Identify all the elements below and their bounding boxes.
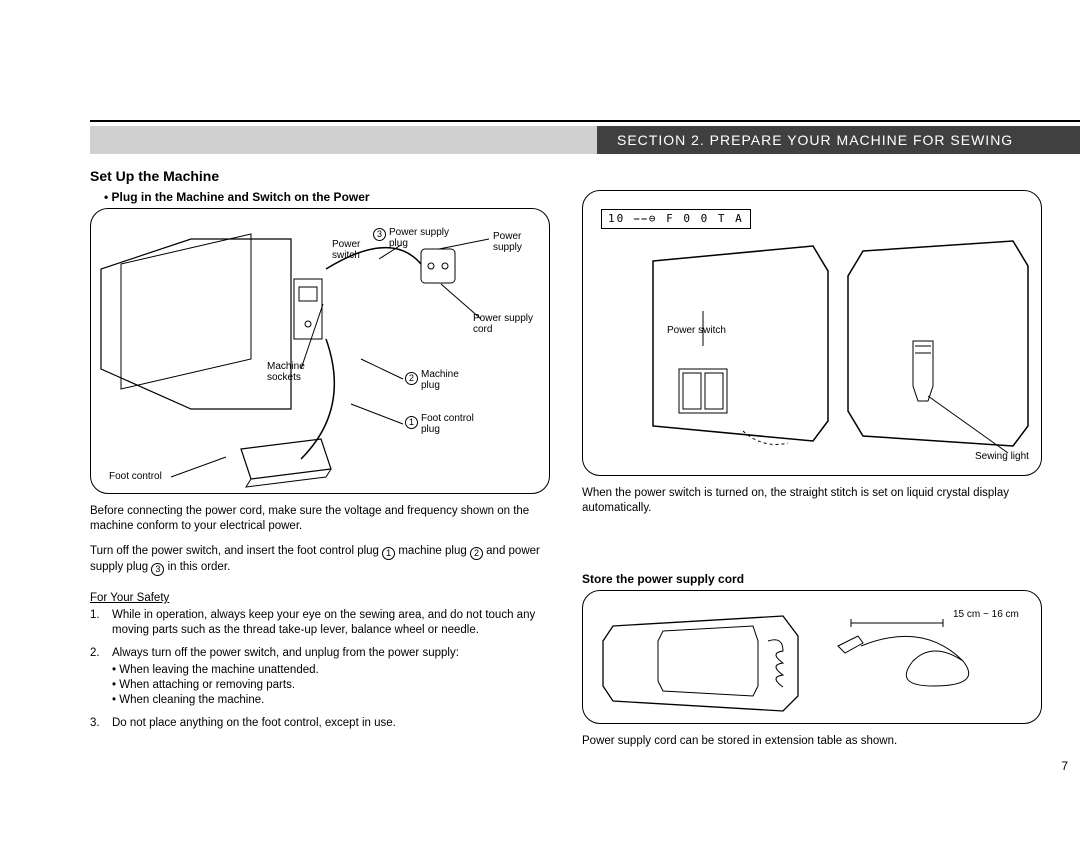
- illus1-svg: [91, 209, 550, 494]
- label-ps-cord: Power supply cord: [473, 313, 533, 335]
- illustration-store-cord: 15 cm ~ 16 cm: [582, 590, 1042, 724]
- safety-list: 1. While in operation, always keep your …: [90, 608, 550, 731]
- label-fc-plug: Foot control plug: [421, 413, 474, 435]
- safety-item-3: 3. Do not place anything on the foot con…: [90, 716, 550, 731]
- label-m-plug: Machine plug: [421, 369, 459, 391]
- page-number: 7: [1061, 759, 1068, 773]
- page-content: SECTION 2. PREPARE YOUR MACHINE FOR SEWI…: [90, 120, 1080, 749]
- sub-2: When cleaning the machine.: [112, 693, 550, 708]
- left-column: Set Up the Machine Plug in the Machine a…: [90, 162, 550, 749]
- safety-sublist: When leaving the machine unattended. Whe…: [112, 663, 550, 708]
- store-heading: Store the power supply cord: [582, 572, 1042, 586]
- para-before-connecting: Before connecting the power cord, make s…: [90, 504, 550, 534]
- label2-power-switch: Power switch: [667, 325, 726, 336]
- label-circ2: 2: [405, 371, 418, 385]
- illustration-plug-in: Powerswitch 3 Power supply plug Power su…: [90, 208, 550, 494]
- label-ps: Power supply: [493, 231, 522, 253]
- two-column-layout: Set Up the Machine Plug in the Machine a…: [90, 162, 1080, 749]
- label-circ1: 1: [405, 415, 418, 429]
- num-2: 2.: [90, 646, 112, 708]
- label-foot-control: Foot control: [109, 471, 162, 482]
- label-ps-plug: Power supply plug: [389, 227, 449, 249]
- illustration-power-switch: 10 ⎯⎯⊖ F 0 0 T A: [582, 190, 1042, 476]
- body-2-text: Always turn off the power switch, and un…: [112, 647, 459, 659]
- circ-3: 3: [151, 563, 164, 576]
- body-3: Do not place anything on the foot contro…: [112, 716, 550, 731]
- body-2: Always turn off the power switch, and un…: [112, 646, 550, 708]
- txt-a: Turn off the power switch, and insert th…: [90, 545, 382, 557]
- section-header-bar: SECTION 2. PREPARE YOUR MACHINE FOR SEWI…: [90, 126, 1080, 154]
- heading-setup: Set Up the Machine: [90, 168, 550, 184]
- label-circ3: 3: [373, 227, 386, 241]
- header-left-grey: [90, 126, 597, 154]
- dim-label: 15 cm ~ 16 cm: [953, 609, 1019, 620]
- txt-b: machine plug: [398, 545, 470, 557]
- top-rule: [90, 120, 1080, 122]
- safety-item-1: 1. While in operation, always keep your …: [90, 608, 550, 638]
- label-power-switch: Powerswitch: [332, 239, 360, 261]
- num-1: 1.: [90, 608, 112, 638]
- para-store-cord: Power supply cord can be stored in exten…: [582, 734, 1042, 749]
- circ-1: 1: [382, 547, 395, 560]
- txt-d: in this order.: [168, 561, 231, 573]
- subheading-plugin: Plug in the Machine and Switch on the Po…: [104, 190, 550, 204]
- spacer: [582, 162, 1042, 190]
- sub-1: When attaching or removing parts.: [112, 678, 550, 693]
- illus2-svg: [583, 191, 1042, 476]
- label2-sewing-light: Sewing light: [975, 451, 1029, 462]
- label-sockets: Machine sockets: [267, 361, 305, 383]
- right-column: 10 ⎯⎯⊖ F 0 0 T A: [582, 162, 1042, 749]
- sub-0: When leaving the machine unattended.: [112, 663, 550, 678]
- para-turn-off: Turn off the power switch, and insert th…: [90, 544, 550, 576]
- num-3: 3.: [90, 716, 112, 731]
- safety-heading: For Your Safety: [90, 592, 550, 604]
- safety-item-2: 2. Always turn off the power switch, and…: [90, 646, 550, 708]
- section-title: SECTION 2. PREPARE YOUR MACHINE FOR SEWI…: [597, 126, 1080, 154]
- para-when-power: When the power switch is turned on, the …: [582, 486, 1042, 516]
- circ-2: 2: [470, 547, 483, 560]
- body-1: While in operation, always keep your eye…: [112, 608, 550, 638]
